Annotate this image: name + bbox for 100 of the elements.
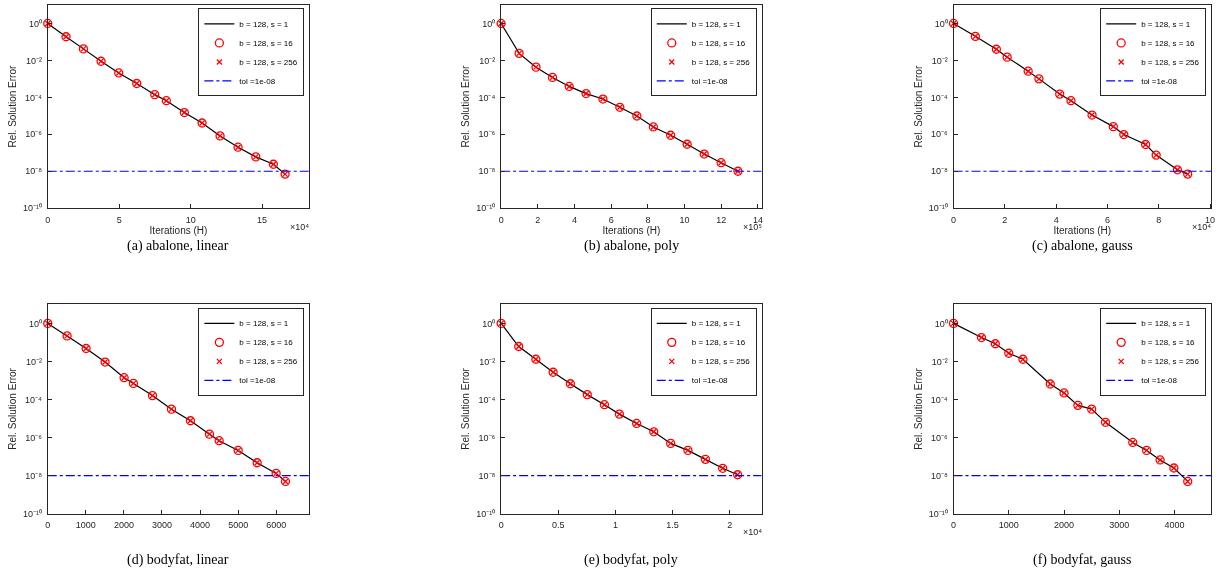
legend-label: b = 128, s = 1 (1141, 20, 1191, 30)
x-tick-label: 2000 (1054, 520, 1075, 531)
legend-label: tol =1e-08 (1141, 376, 1178, 386)
x-tick-label: 10 (185, 215, 196, 226)
text: (c) abalone, gauss (1032, 238, 1133, 254)
x-tick-label: 2 (727, 520, 733, 531)
y-tick-label: 10⁻² (479, 356, 496, 367)
legend-label: b = 128, s = 256 (1141, 357, 1200, 367)
y-tick-label: 10⁰ (28, 18, 42, 29)
x-tick-label: 5000 (228, 520, 249, 531)
x-tick-label: 0 (498, 215, 504, 226)
y-axis-title: Rel. Solution Error (6, 65, 18, 148)
y-tick-label: 10⁻⁸ (478, 166, 496, 177)
x-tick-label: 0 (45, 520, 51, 531)
x-tick-label: 15 (257, 215, 268, 226)
y-tick-label: 10⁻⁶ (25, 129, 43, 140)
y-tick-label: 10⁻⁸ (930, 470, 948, 481)
y-axis-title: Rel. Solution Error (460, 65, 472, 148)
y-tick-label: 10⁻⁴ (478, 92, 496, 103)
legend-label: b = 128, s = 16 (1141, 338, 1196, 348)
y-tick-label: 10⁻⁴ (478, 394, 496, 405)
y-tick-label: 10⁻⁶ (478, 432, 496, 443)
text: (a) abalone, linear (127, 238, 229, 254)
x-tick-label: 2 (1002, 215, 1008, 226)
text: (b) abalone, poly (584, 238, 680, 254)
legend-label: tol =1e-08 (239, 77, 276, 87)
y-tick-label: 10⁻¹⁰ (22, 508, 42, 519)
y-tick-label: 10⁻¹⁰ (928, 203, 948, 214)
text: ×10⁴ (290, 222, 310, 232)
y-tick-label: 10⁻⁴ (25, 394, 43, 405)
text: (f) bodyfat, gauss (1033, 552, 1132, 568)
y-tick-label: 10⁻¹⁰ (928, 508, 948, 519)
y-tick-label: 10⁻⁶ (931, 432, 949, 443)
legend-label: tol =1e-08 (691, 77, 729, 87)
text: (e) bodyfat, poly (584, 552, 678, 568)
x-tick-label: 6 (1104, 215, 1110, 226)
x-tick-label: 8 (645, 215, 651, 226)
y-tick-label: 10⁻⁶ (478, 129, 496, 140)
y-tick-label: 10⁻⁸ (25, 470, 43, 481)
y-tick-label: 10⁻² (931, 356, 948, 367)
legend-label: b = 128, s = 1 (691, 20, 742, 30)
legend-label: b = 128, s = 16 (239, 39, 294, 49)
x-tick-label: 1.5 (666, 520, 679, 531)
y-tick-label: 10⁻⁶ (931, 129, 949, 140)
y-tick-label: 10⁻¹⁰ (22, 203, 42, 214)
x-tick-label: 6000 (266, 520, 287, 531)
y-tick-label: 10⁻² (479, 55, 496, 66)
y-axis-title: Rel. Solution Error (912, 65, 924, 148)
y-tick-label: 10⁻⁴ (930, 92, 948, 103)
legend-label: b = 128, s = 256 (239, 357, 298, 367)
y-tick-label: 10⁻¹⁰ (476, 203, 496, 214)
y-tick-label: 10⁻⁴ (25, 92, 43, 103)
x-tick-label: 1 (612, 520, 618, 531)
legend-label: b = 128, s = 16 (239, 338, 294, 348)
y-tick-label: 10⁻⁸ (478, 470, 496, 481)
legend-label: b = 128, s = 1 (691, 319, 742, 329)
y-tick-label: 10⁻² (931, 55, 948, 66)
legend-label: b = 128, s = 256 (1141, 58, 1200, 68)
legend-label: b = 128, s = 1 (1141, 319, 1191, 329)
x-axis-title: Iterations (H) (149, 225, 208, 237)
x-tick-label: 10 (679, 215, 690, 226)
y-tick-label: 10⁻⁸ (25, 166, 43, 177)
y-axis-title: Rel. Solution Error (912, 367, 924, 450)
y-tick-label: 10⁰ (482, 318, 496, 329)
x-tick-label: 0 (951, 520, 957, 531)
y-tick-label: 10⁻² (25, 55, 42, 66)
x-tick-label: 0 (498, 520, 504, 531)
legend-label: b = 128, s = 16 (1141, 39, 1196, 49)
x-tick-label: 1000 (75, 520, 96, 531)
x-axis-title: Iterations (H) (1053, 225, 1112, 237)
y-tick-label: 10⁰ (934, 318, 948, 329)
x-tick-label: 0 (45, 215, 51, 226)
y-axis-title: Rel. Solution Error (6, 367, 18, 450)
y-axis-title: Rel. Solution Error (460, 367, 472, 450)
x-tick-label: 1000 (998, 520, 1019, 531)
y-tick-label: 10⁰ (482, 18, 496, 29)
text: (d) bodyfat, linear (127, 552, 229, 568)
x-tick-label: 12 (716, 215, 727, 226)
x-tick-label: 8 (1156, 215, 1162, 226)
legend-label: b = 128, s = 16 (691, 338, 746, 348)
x-tick-label: 0 (951, 215, 957, 226)
y-tick-label: 10⁰ (28, 318, 42, 329)
y-tick-label: 10⁻⁴ (930, 394, 948, 405)
x-tick-label: 5 (116, 215, 122, 226)
legend-label: b = 128, s = 256 (691, 357, 751, 367)
legend-label: tol =1e-08 (239, 376, 276, 386)
y-tick-label: 10⁻¹⁰ (476, 508, 496, 519)
x-tick-label: 4000 (1164, 520, 1185, 531)
y-tick-label: 10⁰ (934, 18, 948, 29)
y-tick-label: 10⁻² (25, 356, 42, 367)
x-tick-label: 3000 (1109, 520, 1130, 531)
x-tick-label: 4 (1053, 215, 1059, 226)
legend-label: b = 128, s = 256 (239, 58, 298, 68)
x-tick-label: 2000 (113, 520, 134, 531)
legend-label: b = 128, s = 1 (239, 20, 289, 30)
legend-label: tol =1e-08 (1141, 77, 1178, 87)
y-tick-label: 10⁻⁶ (25, 432, 43, 443)
x-tick-label: 4 (572, 215, 578, 226)
x-axis-title: Iterations (H) (602, 225, 661, 237)
legend-label: b = 128, s = 16 (691, 39, 746, 49)
